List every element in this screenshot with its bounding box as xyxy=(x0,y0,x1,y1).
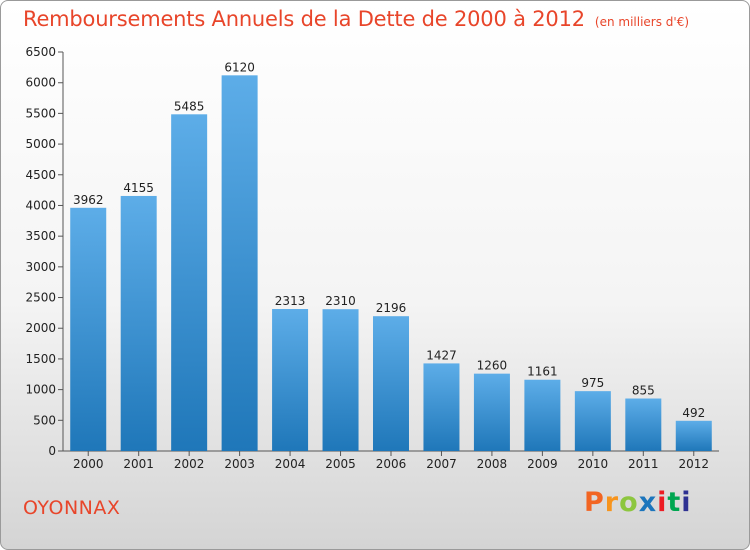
proxiti-logo: Proxiti xyxy=(584,487,692,518)
y-tick-label: 6000 xyxy=(25,76,56,90)
x-tick-label: 2006 xyxy=(376,457,407,471)
x-tick-label: 2007 xyxy=(426,457,457,471)
y-tick-label: 1000 xyxy=(25,383,56,397)
value-label-2006: 2196 xyxy=(376,301,407,315)
bar-2001 xyxy=(120,195,157,451)
y-tick-label: 4500 xyxy=(25,168,56,182)
value-label-2010: 975 xyxy=(581,376,604,390)
brand-letter: r xyxy=(604,487,620,518)
value-label-2000: 3962 xyxy=(73,193,104,207)
bar-2004 xyxy=(272,309,309,451)
y-tick-label: 3500 xyxy=(25,229,56,243)
brand-letter: t xyxy=(667,487,682,518)
commune-name: OYONNAX xyxy=(23,497,121,519)
x-tick-label: 2000 xyxy=(73,457,104,471)
bar-2009 xyxy=(524,379,561,451)
y-tick-label: 1500 xyxy=(25,352,56,366)
title-row: Remboursements Annuels de la Dette de 20… xyxy=(23,7,689,31)
y-tick-label: 2500 xyxy=(25,291,56,305)
x-tick-label: 2011 xyxy=(628,457,659,471)
bar-2010 xyxy=(574,391,611,451)
brand-letter: i xyxy=(681,487,692,518)
chart-subtitle: (en milliers d'€) xyxy=(594,15,690,29)
bar-2003 xyxy=(221,75,258,451)
bar-2002 xyxy=(171,114,208,451)
bar-2000 xyxy=(70,207,107,451)
value-label-2002: 5485 xyxy=(174,99,205,113)
value-label-2003: 6120 xyxy=(224,60,255,74)
brand-letter: i xyxy=(657,487,668,518)
y-tick-label: 2000 xyxy=(25,321,56,335)
y-axis: 0 500 1000 1500 2000 2500 3000 3500 4000 4500 5000… xyxy=(25,45,64,458)
value-label-2009: 1161 xyxy=(527,365,558,379)
y-tick-label: 5000 xyxy=(25,137,56,151)
y-tick-label: 6500 xyxy=(25,45,56,59)
value-label-2007: 1427 xyxy=(426,348,457,362)
y-tick-label: 5500 xyxy=(25,106,56,120)
bar-2007 xyxy=(423,363,460,451)
y-tick-label: 3000 xyxy=(25,260,56,274)
brand-letter: P xyxy=(584,487,605,518)
bar-2011 xyxy=(625,398,662,451)
value-label-2011: 855 xyxy=(632,384,655,398)
bar-2005 xyxy=(322,309,359,451)
value-label-2001: 4155 xyxy=(123,181,154,195)
x-tick-label: 2001 xyxy=(123,457,154,471)
brand-letter: o xyxy=(619,487,639,518)
y-tick-label: 4000 xyxy=(25,198,56,212)
x-tick-label: 2004 xyxy=(275,457,306,471)
chart-title: Remboursements Annuels de la Dette de 20… xyxy=(23,7,585,31)
y-tick-label: 0 xyxy=(48,444,56,458)
value-label-2005: 2310 xyxy=(325,294,356,308)
y-tick-label: 500 xyxy=(33,413,56,427)
x-tick-label: 2009 xyxy=(527,457,558,471)
x-tick-label: 2002 xyxy=(174,457,205,471)
x-tick-label: 2005 xyxy=(325,457,356,471)
value-label-2008: 1260 xyxy=(477,359,508,373)
value-labels: 3962 4155 5485 6120 2313 2310 2196 1427 1260 1161… xyxy=(73,60,705,419)
brand-letter: x xyxy=(638,487,658,518)
value-label-2012: 492 xyxy=(682,406,705,420)
x-tick-label: 2012 xyxy=(678,457,709,471)
x-tick-label: 2003 xyxy=(224,457,255,471)
bar-2006 xyxy=(373,316,409,451)
x-tick-label: 2010 xyxy=(578,457,609,471)
bar-2008 xyxy=(473,373,510,451)
x-tick-label: 2008 xyxy=(477,457,508,471)
bar-2012 xyxy=(675,420,712,451)
value-label-2004: 2313 xyxy=(275,294,306,308)
bars xyxy=(70,75,712,451)
x-axis: 2000 2001 2002 2003 2004 2005 2006 2007 2008 2009… xyxy=(63,450,719,471)
